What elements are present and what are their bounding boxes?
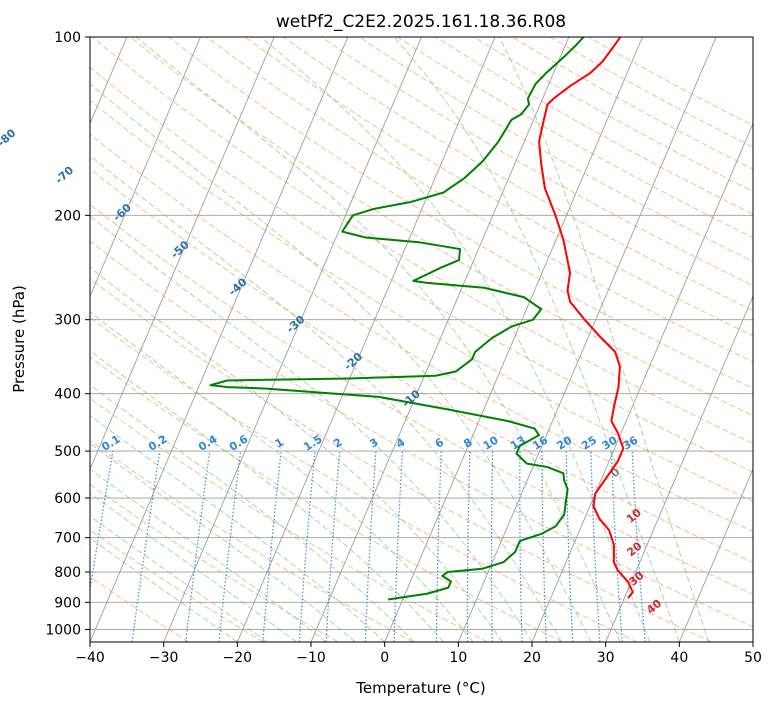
dry-adiabat-line [206, 37, 753, 363]
dry-adiabat-line [90, 483, 339, 642]
y-tick-label: 800 [54, 565, 81, 581]
dry-adiabat-line [473, 37, 753, 193]
mixing-ratio-line [262, 451, 282, 642]
isotherm-line [90, 37, 349, 642]
moist-adiabat-line [90, 468, 327, 642]
x-tick-label: 30 [597, 650, 615, 666]
mixing-ratio-line [435, 451, 442, 642]
y-tick-label: 1000 [45, 622, 81, 638]
mixing-ratio-line [90, 450, 114, 594]
dry-adiabat-line [282, 37, 753, 312]
y-tick-label: 700 [54, 531, 81, 547]
y-tick-label: 400 [54, 387, 81, 403]
dry-adiabat-line [320, 37, 753, 287]
x-tick-label: 50 [744, 650, 762, 666]
x-tick-label: 0 [380, 650, 389, 666]
dry-adiabat-line [168, 37, 753, 389]
x-tick-label: −30 [149, 650, 179, 666]
isotherm-line [678, 467, 753, 642]
moist-adiabat-line [498, 37, 710, 642]
y-tick-label: 600 [54, 491, 81, 507]
moist-adiabat-line [90, 515, 268, 642]
moist-adiabat-line [90, 83, 592, 642]
plot-frame [89, 36, 754, 643]
x-axis-title: Temperature (°C) [355, 679, 485, 697]
isotherm-line [457, 37, 717, 642]
dry-adiabat-line [91, 37, 753, 445]
moist-adiabat-line [90, 215, 533, 642]
dewpoint-profile-line [209, 37, 585, 601]
mixing-ratio-line [541, 451, 547, 642]
mixing-ratio-line [519, 451, 523, 642]
moist-adiabat-line [90, 537, 238, 642]
dry-adiabat-line [90, 397, 488, 642]
x-tick-label: −10 [296, 650, 326, 666]
moist-adiabat-line [90, 415, 386, 642]
isotherm-line [163, 37, 422, 642]
y-tick-label: 300 [54, 313, 81, 329]
x-tick-label: −20 [223, 650, 253, 666]
dry-adiabat-line [90, 278, 712, 642]
y-tick-label: 100 [54, 30, 81, 46]
moist-adiabat-line [90, 442, 356, 642]
dry-adiabat-line [90, 316, 638, 642]
mixing-ratio-line [185, 451, 211, 642]
dry-adiabat-line [130, 37, 753, 417]
mixing-ratio-line [218, 451, 242, 642]
isotherm-line [90, 37, 275, 471]
isotherm-line [236, 37, 496, 642]
mixing-ratio-line [631, 451, 646, 642]
isotherm-line [531, 122, 753, 642]
y-tick-label: 200 [54, 208, 81, 224]
moist-adiabat-line [90, 311, 474, 642]
y-tick-label: 500 [54, 444, 81, 460]
mixing-ratio-line [610, 451, 623, 642]
x-tick-label: 20 [523, 650, 541, 666]
chart-title: wetPf2_C2E2.2025.161.18.36.R08 [276, 12, 566, 32]
isotherm-line [384, 37, 643, 642]
dry-adiabat-line [90, 240, 753, 628]
dry-adiabat-line [435, 37, 753, 215]
moist-adiabat-line [260, 37, 651, 642]
isotherm-line [90, 37, 201, 298]
mixing-ratio-line [364, 451, 377, 642]
temperature-profile-line [538, 37, 634, 599]
mixing-ratio-line [393, 451, 404, 642]
x-tick-label: −40 [75, 650, 105, 666]
dry-adiabat-line [90, 66, 753, 473]
mixing-ratio-line [490, 451, 494, 642]
moist-adiabat-line [393, 37, 680, 642]
mixing-ratio-line [590, 451, 601, 642]
mixing-ratio-line [131, 451, 161, 642]
y-tick-label: 900 [54, 595, 81, 611]
x-tick-label: 40 [670, 650, 688, 666]
dry-adiabat-line [549, 37, 753, 148]
mixing-ratio-line [298, 451, 316, 642]
mixing-ratio-line [565, 451, 574, 642]
dry-adiabat-line [90, 133, 753, 533]
dry-adiabat-line [90, 440, 414, 642]
moist-adiabat-line [90, 350, 444, 642]
mixing-ratio-line [466, 451, 471, 642]
mixing-ratio-line [325, 451, 341, 642]
isotherm-line [605, 295, 753, 642]
x-tick-label: 10 [449, 650, 467, 666]
isotherm-line [310, 37, 570, 642]
y-axis-title: Pressure (hPa) [10, 285, 28, 393]
moist-adiabat-line [90, 155, 562, 642]
